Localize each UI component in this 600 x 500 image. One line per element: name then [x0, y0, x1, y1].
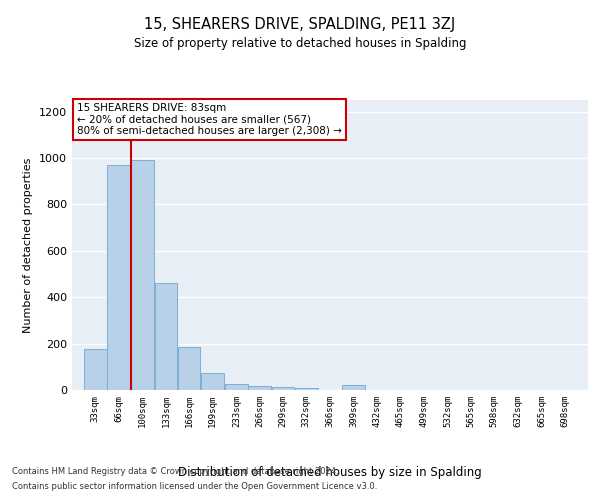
Bar: [131, 160, 154, 390]
Text: Contains public sector information licensed under the Open Government Licence v3: Contains public sector information licen…: [12, 482, 377, 491]
Text: 15, SHEARERS DRIVE, SPALDING, PE11 3ZJ: 15, SHEARERS DRIVE, SPALDING, PE11 3ZJ: [145, 18, 455, 32]
Text: Size of property relative to detached houses in Spalding: Size of property relative to detached ho…: [134, 38, 466, 51]
Bar: [178, 347, 200, 390]
Bar: [295, 388, 317, 390]
Bar: [107, 165, 130, 390]
Bar: [343, 386, 365, 390]
X-axis label: Distribution of detached houses by size in Spalding: Distribution of detached houses by size …: [178, 466, 482, 479]
Bar: [155, 284, 177, 390]
Text: Contains HM Land Registry data © Crown copyright and database right 2024.: Contains HM Land Registry data © Crown c…: [12, 467, 338, 476]
Bar: [248, 386, 271, 390]
Bar: [272, 387, 295, 390]
Bar: [201, 372, 224, 390]
Y-axis label: Number of detached properties: Number of detached properties: [23, 158, 34, 332]
Text: 15 SHEARERS DRIVE: 83sqm
← 20% of detached houses are smaller (567)
80% of semi-: 15 SHEARERS DRIVE: 83sqm ← 20% of detach…: [77, 103, 342, 136]
Bar: [84, 350, 107, 390]
Bar: [225, 384, 248, 390]
